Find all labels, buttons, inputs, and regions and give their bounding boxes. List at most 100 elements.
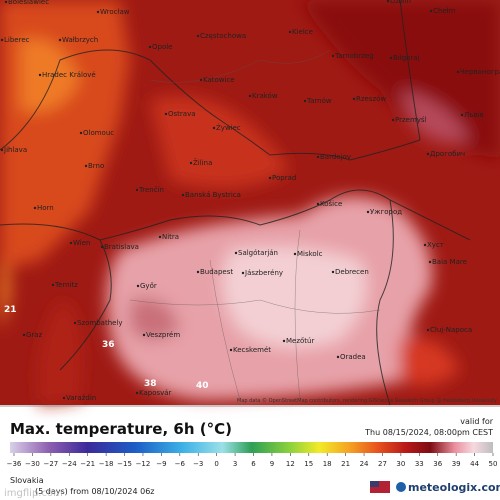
city-dot [303, 99, 307, 103]
legend-title: Max. temperature, 6h (°C) [10, 420, 232, 438]
city-label: Rzeszów [356, 95, 386, 103]
city-label: Liberec [4, 36, 30, 44]
colorbar-tick-label: −6 [175, 460, 186, 468]
city-label: Budapest [200, 268, 233, 276]
city-label: Jihlava [3, 146, 27, 154]
city-label: Horn [37, 204, 54, 212]
colorbar-tick-label: 44 [470, 460, 479, 468]
city-label: Cluj-Napoca [430, 326, 472, 334]
city-label: Biłgoraj [393, 54, 420, 62]
city-dot [148, 45, 152, 49]
colorbar-tick-label: −36 [7, 460, 22, 468]
colorbar-tick-label: 3 [233, 460, 237, 468]
colorbar-tick-label: −18 [99, 460, 114, 468]
city-label: Boleslawiec [8, 0, 49, 6]
city-dot [62, 396, 66, 400]
colorbar-tick-label: −21 [80, 460, 95, 468]
city-dot [69, 241, 73, 245]
city-dot [58, 38, 62, 42]
city-dot [386, 0, 390, 3]
city-dot [429, 9, 433, 13]
city-dot [164, 112, 168, 116]
temperature-value: 40 [196, 381, 209, 391]
city-label: Opole [152, 43, 173, 51]
city-dot [73, 321, 77, 325]
city-label: Žilina [193, 158, 212, 167]
city-dot [0, 38, 4, 42]
city-dot [79, 131, 83, 135]
city-label: Tarnów [306, 97, 332, 105]
watermark: imgflip.com [4, 488, 63, 499]
colorbar-tick-label: −15 [117, 460, 132, 468]
city-label: Jászberény [244, 269, 283, 277]
colorbar-tick-label: 30 [396, 460, 405, 468]
city-dot [331, 54, 335, 58]
valid-label: valid for [460, 417, 493, 426]
city-label: Banská Bystrica [185, 191, 241, 199]
colorbar-tick-label: 15 [304, 460, 313, 468]
city-dot [268, 176, 272, 180]
temperature-value: 21 [4, 305, 17, 315]
city-dot [423, 243, 427, 247]
city-dot [51, 283, 55, 287]
colorbar-tick-label: 36 [433, 460, 442, 468]
city-label: Kraków [252, 92, 278, 100]
city-label: Ostrava [168, 110, 196, 118]
city-dot [336, 355, 340, 359]
valid-time: Thu 08/15/2024, 08:00pm CEST [364, 428, 493, 437]
temperature-value: 38 [144, 379, 157, 389]
city-label: Miskolc [297, 250, 323, 258]
city-label: Chełm [433, 7, 456, 15]
colorbar-tick-label: −24 [62, 460, 77, 468]
city-label: Wrocław [100, 8, 130, 16]
city-label: Győr [140, 281, 157, 290]
colorbar-tick-label: −3 [193, 460, 203, 468]
city-dot [426, 328, 430, 332]
city-dot [460, 113, 464, 117]
city-dot [135, 391, 139, 395]
colorbar-tick-label: 21 [341, 460, 350, 468]
city-dot [96, 10, 100, 14]
colorbar-tick-label: 24 [360, 460, 369, 468]
city-dot [4, 0, 8, 4]
colorbar-tick-label: −12 [136, 460, 151, 468]
city-label: Ужгород [370, 208, 402, 216]
temperature-value: 36 [102, 340, 115, 350]
colorbar-ticks: −36 −30 −27 −24 −21 −18 −15 −12 −9 −6 −3 0 3 6 9 12 15 18… [7, 453, 497, 468]
city-label: Oradea [340, 353, 366, 361]
colorbar-tick-label: 27 [378, 460, 387, 468]
city-label: Trenčín [138, 186, 164, 194]
colorbar-tick-label: −30 [25, 460, 40, 468]
city-label: Olomouc [83, 129, 114, 137]
colorbar-tick-label: 9 [270, 460, 274, 468]
region: Slovakia [10, 476, 44, 485]
city-label: Kielce [292, 28, 313, 36]
city-label: Przemyśl [395, 116, 427, 124]
city-label: Żywiec [216, 123, 241, 132]
city-dot [135, 188, 139, 192]
city-label: Lublin [390, 0, 411, 5]
city-label: Salgótarján [238, 249, 278, 257]
colorbar-tick-label: 39 [452, 460, 461, 468]
city-dot [0, 148, 4, 152]
city-dot [212, 126, 216, 130]
city-dot [196, 34, 200, 38]
city-label: Червоноград [460, 68, 500, 76]
city-label: Wien [73, 239, 90, 247]
colorbar-tick-label: −27 [43, 460, 58, 468]
map [0, 0, 500, 406]
city-label: Ternitz [54, 281, 78, 289]
city-dot [352, 97, 356, 101]
city-label: Tarnobrzeg [334, 52, 374, 60]
city-dot [22, 333, 26, 337]
city-label: Хуст [427, 241, 444, 249]
run-info: (5 days) from 08/10/2024 06z [35, 487, 155, 496]
city-dot [426, 152, 430, 156]
city-label: Львів [464, 111, 484, 119]
city-dot [33, 206, 37, 210]
city-dot [142, 333, 146, 337]
colorbar-tick-label: 6 [251, 460, 256, 468]
city-label: Hradec Králové [42, 71, 96, 79]
city-label: Bardejov [320, 153, 351, 161]
city-label: Debrecen [335, 268, 369, 276]
